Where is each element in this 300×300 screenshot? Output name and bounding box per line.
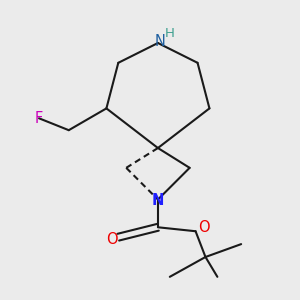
Text: O: O [198, 220, 209, 235]
Text: H: H [165, 27, 175, 40]
Text: O: O [106, 232, 118, 247]
Text: F: F [35, 111, 43, 126]
Text: N: N [152, 193, 164, 208]
Text: N: N [154, 34, 165, 49]
